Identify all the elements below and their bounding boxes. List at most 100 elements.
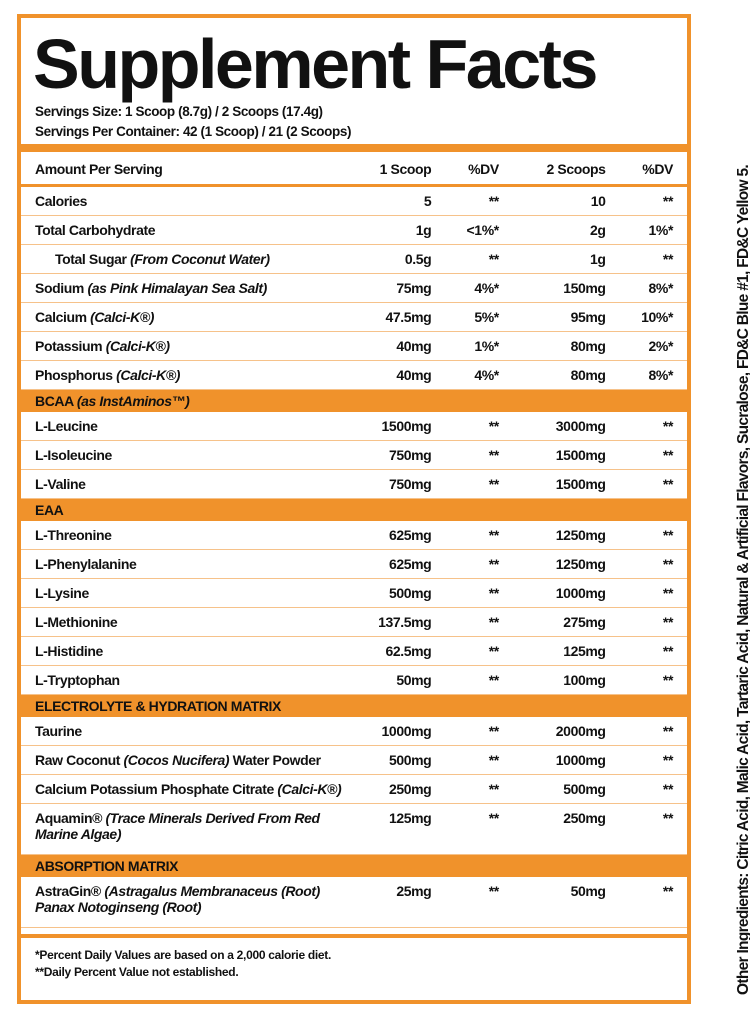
amount-2-scoops: 50mg	[508, 877, 606, 928]
amount-1-scoop: 625mg	[351, 549, 432, 579]
nutrient-name: L-Valine	[21, 469, 352, 499]
dv-1-scoop: **	[431, 803, 509, 855]
nutrient-source: (Calci-K®)	[277, 781, 342, 797]
amount-1-scoop: 125mg	[351, 803, 432, 855]
section-title: ABSORPTION MATRIX	[21, 854, 687, 877]
amount-1-scoop: 1000mg	[351, 717, 432, 746]
dv-1-scoop: 1%*	[431, 331, 509, 361]
amount-1-scoop: 47.5mg	[351, 302, 432, 332]
supplement-facts-panel: Supplement Facts Servings Size: 1 Scoop …	[17, 14, 691, 1004]
section-header: EAA	[21, 498, 687, 521]
amount-2-scoops: 150mg	[508, 273, 606, 303]
dv-1-scoop: **	[431, 185, 509, 216]
amount-2-scoops: 500mg	[508, 774, 606, 804]
header-amount: Amount Per Serving	[21, 154, 352, 187]
amount-1-scoop: 25mg	[351, 877, 432, 928]
table-row: L-Leucine 1500mg ** 3000mg **	[21, 412, 687, 441]
nutrient-name: Taurine	[21, 717, 352, 746]
other-ingredients: Other Ingredients: Citric Acid, Malic Ac…	[735, 164, 750, 995]
amount-1-scoop: 750mg	[351, 440, 432, 470]
amount-1-scoop: 250mg	[351, 774, 432, 804]
amount-2-scoops: 2g	[508, 215, 606, 245]
table-row: L-Threonine 625mg ** 1250mg **	[21, 521, 687, 550]
nutrient-name: L-Histidine	[21, 636, 352, 666]
amount-1-scoop: 137.5mg	[351, 607, 432, 637]
nutrient-source: (Calci-K®)	[90, 309, 155, 325]
dv-1-scoop: **	[431, 549, 509, 579]
nutrient-name: Aquamin® (Trace Minerals Derived From Re…	[21, 803, 352, 855]
nutrient-label: L-Methionine	[35, 614, 118, 630]
amount-2-scoops: 1250mg	[508, 549, 606, 579]
table-row: AstraGin® (Astragalus Membranaceus (Root…	[21, 877, 687, 928]
table-row: L-Valine 750mg ** 1500mg **	[21, 469, 687, 499]
title: Supplement Facts	[33, 25, 598, 103]
table-row: Calcium (Calci-K®) 47.5mg 5%* 95mg 10%*	[21, 302, 687, 332]
dv-1-scoop: **	[431, 717, 509, 746]
dv-1-scoop: **	[431, 578, 509, 608]
dv-1-scoop: 4%*	[431, 360, 509, 390]
nutrient-label: L-Isoleucine	[35, 447, 112, 463]
nutrient-source: (Cocos Nucifera)	[123, 752, 230, 768]
section-header: BCAA (as InstAminos™)	[21, 389, 687, 412]
amount-2-scoops: 275mg	[508, 607, 606, 637]
nutrient-label: Total Carbohydrate	[35, 222, 156, 238]
nutrient-label: Calcium	[35, 309, 87, 325]
dv-2-scoops: **	[605, 521, 687, 550]
amount-2-scoops: 3000mg	[508, 412, 606, 441]
table-row: Calories 5 ** 10 **	[21, 185, 687, 216]
dv-2-scoops: **	[605, 717, 687, 746]
amount-2-scoops: 1500mg	[508, 440, 606, 470]
nutrient-label: L-Histidine	[35, 643, 103, 659]
amount-1-scoop: 62.5mg	[351, 636, 432, 666]
amount-1-scoop: 75mg	[351, 273, 432, 303]
section-header: ELECTROLYTE & HYDRATION MATRIX	[21, 694, 687, 717]
section-label: ELECTROLYTE & HYDRATION MATRIX	[35, 698, 281, 714]
dv-1-scoop: **	[431, 877, 509, 928]
dv-1-scoop: **	[431, 665, 509, 695]
amount-1-scoop: 50mg	[351, 665, 432, 695]
nutrient-label: Phosphorus	[35, 367, 113, 383]
serving-size: Servings Size: 1 Scoop (8.7g) / 2 Scoops…	[35, 104, 323, 119]
nutrient-source: (as Pink Himalayan Sea Salt)	[87, 280, 267, 296]
amount-2-scoops: 250mg	[508, 803, 606, 855]
divider	[21, 934, 687, 938]
nutrient-name: L-Lysine	[21, 578, 352, 608]
nutrient-label: Potassium	[35, 338, 103, 354]
dv-1-scoop: **	[431, 469, 509, 499]
header-dv: %DV	[431, 154, 509, 187]
dv-1-scoop: 5%*	[431, 302, 509, 332]
amount-2-scoops: 2000mg	[508, 717, 606, 746]
table-row: Sodium (as Pink Himalayan Sea Salt) 75mg 4…	[21, 273, 687, 303]
table-header: Amount Per Serving 1 Scoop %DV 2 Scoops %DV	[21, 154, 687, 187]
dv-2-scoops: **	[605, 636, 687, 666]
nutrient-source: (From Coconut Water)	[130, 251, 270, 267]
table-row: L-Phenylalanine 625mg ** 1250mg **	[21, 549, 687, 579]
section-header: ABSORPTION MATRIX	[21, 854, 687, 877]
dv-1-scoop: <1%*	[431, 215, 509, 245]
nutrient-name: L-Leucine	[21, 412, 352, 441]
table-row: L-Tryptophan 50mg ** 100mg **	[21, 665, 687, 695]
section-title: ELECTROLYTE & HYDRATION MATRIX	[21, 694, 687, 717]
footnote: **Daily Percent Value not established.	[35, 965, 239, 979]
section-label: BCAA	[35, 393, 74, 409]
dv-1-scoop: **	[431, 521, 509, 550]
nutrient-label: L-Lysine	[35, 585, 89, 601]
table-row: L-Lysine 500mg ** 1000mg **	[21, 578, 687, 608]
amount-1-scoop: 0.5g	[351, 244, 432, 274]
amount-2-scoops: 1250mg	[508, 521, 606, 550]
nutrient-label: L-Valine	[35, 476, 86, 492]
dv-2-scoops: **	[605, 665, 687, 695]
table-row: L-Methionine 137.5mg ** 275mg **	[21, 607, 687, 637]
amount-2-scoops: 1000mg	[508, 745, 606, 775]
servings-per-container: Servings Per Container: 42 (1 Scoop) / 2…	[35, 124, 352, 139]
nutrient-name: L-Isoleucine	[21, 440, 352, 470]
nutrient-label: Aquamin®	[35, 810, 103, 826]
amount-1-scoop: 40mg	[351, 360, 432, 390]
dv-2-scoops: **	[605, 549, 687, 579]
dv-2-scoops: **	[605, 803, 687, 855]
dv-2-scoops: **	[605, 440, 687, 470]
table-row: Potassium (Calci-K®) 40mg 1%* 80mg 2%*	[21, 331, 687, 361]
dv-2-scoops: 8%*	[605, 273, 687, 303]
nutrient-name: Total Sugar (From Coconut Water)	[21, 244, 352, 274]
dv-2-scoops: **	[605, 412, 687, 441]
